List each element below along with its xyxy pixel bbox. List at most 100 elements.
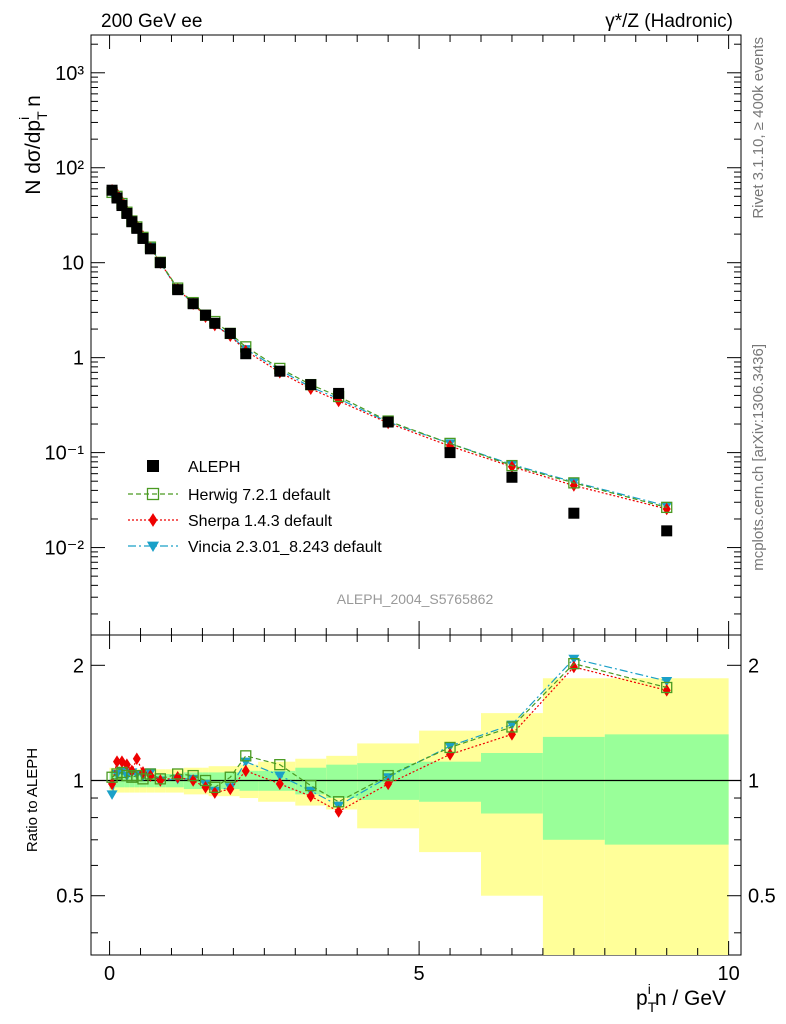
- side-label-bottom: mcplots.cern.ch [arXiv:1306.3436]: [750, 344, 767, 571]
- herwig-ratio-point: [382, 769, 394, 782]
- ratio-y-axis-title: Ratio to ALEPH: [24, 748, 41, 852]
- legend: ALEPH Herwig 7.2.1 default Sherpa 1.4.3 de…: [128, 459, 382, 556]
- axes-ticks: 10³ 10² 10 1 10⁻¹ 10⁻² 2 2 1 1 0.5 0.5 0 5 10: [45, 35, 776, 985]
- sherpa-ratio-point: [507, 728, 516, 741]
- vincia-ratio-point: [661, 676, 673, 687]
- band-inner-bin: [481, 753, 543, 814]
- herwig-main-point: [444, 437, 456, 450]
- aleph-main-point: [111, 192, 123, 204]
- sherpa-ratio-point: [226, 782, 235, 796]
- sherpa-ratio-point: [113, 755, 121, 768]
- main-series-group: [106, 183, 673, 537]
- x-tick-label: 0: [104, 963, 115, 985]
- ratio-series-group: [106, 654, 673, 818]
- side-label-top: Rivet 3.1.10, ≥ 400k events: [750, 37, 767, 219]
- sherpa-legend-marker: [148, 513, 158, 527]
- main-y-tick-label: 10³: [55, 63, 84, 85]
- ratio-y-tick-label: 1: [73, 771, 84, 793]
- herwig-legend-marker: [146, 487, 160, 501]
- header-left: 200 GeV ee: [101, 11, 202, 32]
- herwig-ratio-point: [661, 681, 673, 694]
- sherpa-ratio-point: [446, 748, 455, 761]
- aleph-main-point: [333, 387, 345, 399]
- herwig-ratio-point: [305, 779, 317, 792]
- sherpa-ratio-point: [569, 660, 578, 674]
- sherpa-ratio-point: [275, 777, 284, 791]
- x-axis-title: pTi n / GeV: [636, 981, 726, 1015]
- x-tick-label: 10: [717, 963, 739, 985]
- aleph-main-point: [121, 207, 133, 219]
- ratio-y-tick-label-right: 2: [748, 655, 759, 677]
- vincia-legend-label: Vincia 2.3.01_8.243 default: [188, 539, 382, 556]
- sherpa-ratio-point: [108, 777, 117, 791]
- main-y-tick-label: 10⁻¹: [45, 443, 85, 465]
- ratio-y-tick-label: 0.5: [56, 886, 84, 908]
- aleph-main-point: [382, 416, 394, 428]
- vincia-legend-marker: [146, 541, 160, 553]
- band-inner-bin: [326, 764, 358, 799]
- sherpa-ratio-point: [201, 781, 210, 794]
- vincia-ratio-point: [274, 771, 286, 782]
- herwig-main-point: [568, 477, 580, 489]
- band-inner-bin: [419, 761, 481, 802]
- aleph-main-point: [131, 222, 143, 234]
- herwig-ratio-point: [274, 759, 286, 771]
- sherpa-legend-label: Sherpa 1.4.3 default: [188, 513, 333, 530]
- aleph-main-point: [137, 232, 149, 244]
- header-right: γ*/Z (Hadronic): [605, 11, 733, 32]
- band-inner-bin: [604, 734, 729, 845]
- main-y-tick-label: 10⁻²: [45, 538, 85, 560]
- aleph-main-point: [305, 379, 317, 391]
- herwig-ratio-point: [144, 768, 157, 780]
- vincia-ratio-point: [106, 790, 118, 800]
- aleph-main-point: [240, 348, 252, 360]
- aleph-main-point: [209, 317, 221, 329]
- vincia-ratio-point: [506, 720, 518, 731]
- herwig-ratio-point: [444, 741, 456, 754]
- aleph-main-point: [224, 327, 236, 339]
- herwig-ratio-point: [172, 768, 184, 780]
- aleph-main-point: [568, 507, 580, 519]
- ratio-y-tick-label: 2: [73, 655, 84, 677]
- herwig-ratio-point: [131, 769, 143, 782]
- x-tick-label: 5: [414, 963, 425, 985]
- sherpa-ratio-point: [334, 805, 343, 818]
- ratio-y-tick-label-right: 1: [748, 771, 759, 793]
- herwig-ratio-point: [224, 771, 236, 783]
- herwig-legend-label: Herwig 7.2.1 default: [188, 487, 331, 504]
- main-y-tick-label: 10²: [55, 158, 84, 180]
- aleph-main-point: [154, 257, 166, 269]
- herwig-ratio-point: [240, 750, 252, 762]
- herwig-main-point: [661, 501, 673, 514]
- vincia-ratio-point: [568, 654, 580, 665]
- aleph-main-point: [106, 184, 118, 196]
- herwig-ratio-point: [506, 721, 518, 733]
- ratio-uncertainty-bands: [109, 678, 729, 955]
- ratio-y-tick-label-right: 0.5: [748, 886, 776, 908]
- main-y-tick-label: 10: [62, 253, 84, 275]
- sherpa-main-point: [507, 460, 516, 473]
- herwig-ratio-point: [332, 796, 345, 808]
- aleph-legend-marker: [147, 460, 159, 472]
- herwig-ratio-line: [111, 662, 667, 803]
- aleph-main-point: [274, 365, 286, 377]
- analysis-watermark: ALEPH_2004_S5765862: [337, 591, 494, 607]
- sherpa-ratio-point: [132, 752, 141, 765]
- ratio-plot-frame: [90, 634, 742, 956]
- herwig-main-point: [506, 459, 518, 472]
- herwig-ratio-point: [199, 774, 212, 787]
- aleph-main-point: [116, 200, 128, 212]
- aleph-main-point: [144, 243, 156, 255]
- aleph-legend-label: ALEPH: [188, 459, 240, 476]
- herwig-ratio-point: [187, 769, 199, 782]
- aleph-main-point: [187, 298, 199, 310]
- herwig-ratio-point: [568, 657, 580, 670]
- aleph-main-point: [200, 309, 212, 321]
- main-y-tick-label: 1: [73, 348, 84, 370]
- aleph-main-point: [126, 216, 138, 228]
- aleph-main-point: [661, 525, 673, 537]
- main-y-axis-title: N dσ/dpTi n: [16, 95, 50, 195]
- herwig-ratio-point: [154, 773, 166, 785]
